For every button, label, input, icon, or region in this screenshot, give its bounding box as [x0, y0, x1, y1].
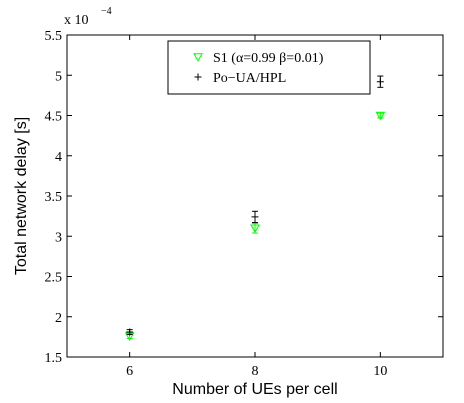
y-tick-label: 4 — [55, 150, 62, 165]
x-tick-label: 8 — [252, 364, 259, 379]
y-axis-label: Total network delay [s] — [13, 117, 30, 275]
x-tick-label: 6 — [126, 364, 133, 379]
y-tick-label: 1.5 — [45, 351, 63, 366]
y-multiplier-label: x 10 — [64, 13, 89, 28]
x-axis-ticks: 6 8 10 — [126, 35, 387, 379]
y-tick-label: 4.5 — [45, 110, 63, 125]
x-tick-label: 10 — [373, 364, 387, 379]
x-axis-label: Number of UEs per cell — [172, 381, 337, 398]
data-point-plus — [126, 328, 134, 336]
data-point-triangle — [250, 224, 260, 234]
legend-markers — [193, 53, 203, 81]
y-tick-label: 5 — [55, 69, 62, 84]
y-multiplier-exponent: −4 — [101, 6, 112, 17]
data-point-triangle — [375, 111, 386, 121]
y-tick-label: 3.5 — [45, 190, 63, 205]
series-layer — [124, 75, 386, 342]
legend-entry-label: S1 (α=0.99 β=0.01) — [213, 51, 324, 66]
y-tick-label: 2 — [55, 311, 62, 326]
y-tick-label: 5.5 — [45, 29, 63, 44]
y-tick-label: 3 — [55, 230, 62, 245]
data-point-plus — [376, 78, 384, 86]
data-point-plus — [194, 73, 202, 81]
legend-box — [167, 40, 371, 95]
data-point-plus — [251, 213, 259, 221]
y-tick-label: 2.5 — [45, 271, 63, 286]
legend: S1 (α=0.99 β=0.01) Po−UA/HPL — [167, 40, 371, 95]
data-point-triangle — [193, 53, 203, 63]
y-axis-ticks: 1.5 2 2.5 3 3.5 4 4.5 5 5.5 — [45, 29, 443, 366]
legend-entry-label: Po−UA/HPL — [213, 71, 286, 86]
